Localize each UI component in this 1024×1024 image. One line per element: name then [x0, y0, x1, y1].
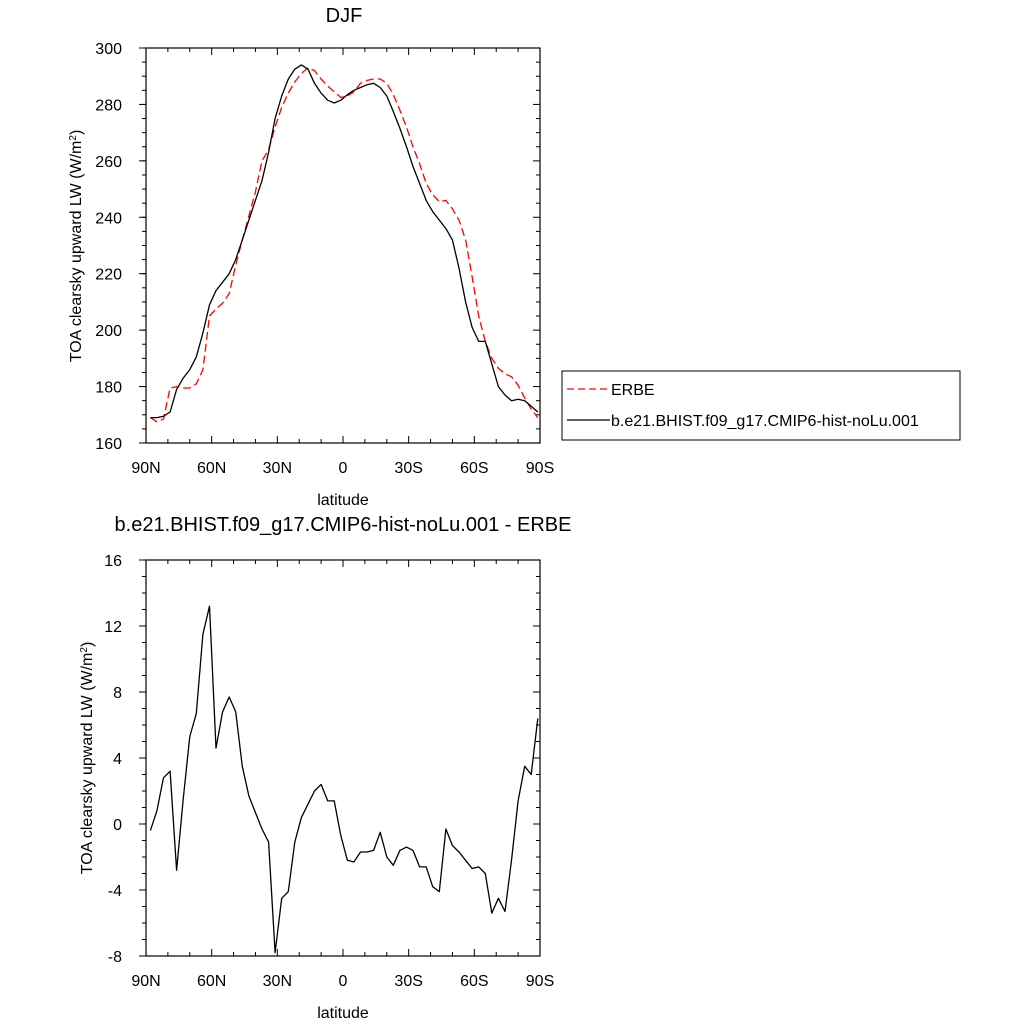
top-panel: DJF 90N 60N 30N 0 30S 60S 90S 300 280 260 240 220 2… [68, 5, 961, 509]
top-chart-title: DJF [326, 5, 363, 27]
bottom-y-axis-label-close: ) [79, 642, 96, 647]
bottom-chart-title: b.e21.BHIST.f09_g17.CMIP6-hist-noLu.001 … [115, 514, 572, 536]
top-x-tick-labels: 90N 60N 30N 0 30S 60S 90S [131, 460, 554, 477]
bottom-y-axis-label-main: TOA clearsky upward LW (W/m [79, 653, 96, 875]
top-series-line-1 [150, 64, 539, 419]
bottom-y-tick-label: 16 [104, 553, 122, 570]
top-y-tick-label: 260 [95, 154, 122, 171]
bottom-y-axis-label-sup: 2 [79, 647, 90, 653]
top-x-tick-label: 90S [526, 460, 554, 477]
top-y-tick-label: 280 [95, 97, 122, 114]
top-x-tick-label: 60N [197, 460, 226, 477]
legend-label-erbe: ERBE [611, 382, 655, 399]
top-x-tick-label: 30N [263, 460, 292, 477]
bottom-x-tick-labels: 90N 60N 30N 0 30S 60S 90S [131, 973, 554, 990]
top-y-axis-label: TOA clearsky upward LW (W/m2) [68, 130, 86, 363]
top-y-tick-labels: 300 280 260 240 220 200 180 160 [95, 41, 122, 453]
top-x-tick-label: 60S [460, 460, 488, 477]
top-y-tick-label: 240 [95, 210, 122, 227]
bottom-axis-ticks [139, 559, 541, 957]
top-x-tick-label: 30S [394, 460, 422, 477]
bottom-y-tick-labels: 16 12 8 4 0 -4 -8 [104, 553, 122, 966]
top-x-tick-label: 0 [339, 460, 348, 477]
bottom-y-axis-label: TOA clearsky upward LW (W/m2) [79, 642, 97, 875]
legend-box [561, 370, 961, 441]
top-y-tick-label: 160 [95, 436, 122, 453]
top-y-tick-label: 200 [95, 323, 122, 340]
top-x-axis-label: latitude [317, 492, 369, 509]
top-series-line-0 [150, 67, 539, 423]
bottom-x-tick-label: 90N [131, 973, 160, 990]
top-series-lines [150, 64, 539, 423]
top-y-axis-label-close: ) [68, 130, 85, 135]
top-y-tick-label: 220 [95, 267, 122, 284]
bottom-y-tick-label: 4 [113, 751, 122, 768]
top-y-axis-label-main: TOA clearsky upward LW (W/m [68, 141, 85, 363]
top-legend: ERBE b.e21.BHIST.f09_g17.CMIP6-hist-noLu… [561, 370, 961, 441]
bottom-x-tick-label: 90S [526, 973, 554, 990]
bottom-y-tick-label: 8 [113, 685, 122, 702]
bottom-x-tick-label: 30S [394, 973, 422, 990]
bottom-panel: b.e21.BHIST.f09_g17.CMIP6-hist-noLu.001 … [79, 514, 572, 1022]
bottom-y-tick-label: -8 [108, 949, 122, 966]
top-y-axis-label-sup: 2 [68, 135, 79, 141]
bottom-y-tick-label: -4 [108, 883, 122, 900]
bottom-x-tick-label: 30N [263, 973, 292, 990]
bottom-series-line-0 [149, 605, 539, 954]
legend-label-model: b.e21.BHIST.f09_g17.CMIP6-hist-noLu.001 [611, 413, 919, 430]
top-y-tick-label: 180 [95, 380, 122, 397]
bottom-x-tick-label: 0 [339, 973, 348, 990]
top-y-tick-label: 300 [95, 41, 122, 58]
top-plot-frame [145, 47, 541, 444]
bottom-y-tick-label: 12 [104, 619, 122, 636]
bottom-x-axis-label: latitude [317, 1005, 369, 1022]
bottom-series-lines [149, 605, 539, 954]
bottom-x-tick-label: 60S [460, 973, 488, 990]
top-x-tick-label: 90N [131, 460, 160, 477]
top-axis-ticks [139, 47, 541, 444]
bottom-plot-frame [145, 559, 541, 957]
bottom-y-tick-label: 0 [113, 817, 122, 834]
bottom-x-tick-label: 60N [197, 973, 226, 990]
